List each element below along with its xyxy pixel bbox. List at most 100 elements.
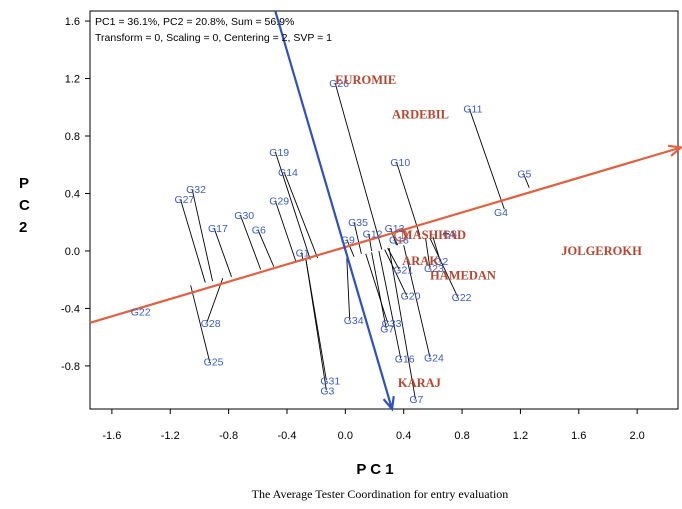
ate-abscissa-line-arrowhead — [667, 144, 682, 157]
info-line-1: PC1 = 36.1%, PC2 = 20.8%, Sum = 56.9% — [95, 16, 294, 28]
projection-line — [429, 237, 459, 298]
genotype-label: G18 — [389, 234, 409, 246]
genotype-label: G9 — [341, 234, 355, 246]
genotype-label: G35 — [348, 217, 368, 229]
genotype-label: G21 — [393, 265, 413, 277]
projection-line — [371, 252, 387, 329]
projection-line — [346, 258, 351, 320]
genotype-label: G2 — [434, 256, 448, 268]
projection-line — [206, 278, 224, 323]
x-tick-label: -1.2 — [161, 430, 180, 442]
projection-line — [365, 253, 389, 323]
genotype-label: G12 — [363, 229, 383, 241]
genotype-label: G22 — [452, 292, 472, 304]
genotype-label: G31 — [320, 375, 340, 387]
genotype-label: G19 — [269, 147, 289, 159]
environment-label: KARAJ — [398, 376, 441, 390]
genotype-label: G13 — [385, 223, 405, 235]
average-environment-marker — [394, 228, 408, 242]
genotype-label: G32 — [186, 184, 206, 196]
environment-label: EUROMIE — [335, 73, 396, 87]
genotype-label: G1 — [296, 247, 310, 259]
x-tick-label: 2.0 — [629, 430, 644, 442]
genotype-label: G34 — [344, 315, 364, 327]
y-tick-label: 1.2 — [65, 74, 80, 86]
x-tick-label: -0.8 — [219, 430, 238, 442]
plot-frame — [89, 10, 679, 410]
chart-caption: The Average Tester Coordination for entr… — [252, 487, 509, 501]
x-tick-label: -1.6 — [102, 430, 121, 442]
environment-label: JOLGEROKH — [561, 244, 642, 258]
genotype-label: G7 — [380, 324, 394, 336]
ate-abscissa-line — [89, 146, 682, 324]
y-axis-title-char-1: P — [19, 175, 29, 192]
genotype-label: G23 — [424, 263, 444, 275]
genotype-label: G16 — [395, 354, 415, 366]
genotype-label: G33 — [382, 318, 402, 330]
x-tick-label: 1.6 — [571, 430, 586, 442]
genotype-label: G22 — [131, 306, 151, 318]
projection-line — [468, 108, 505, 210]
ate-ordinate-line — [274, 10, 394, 410]
y-tick-label: -0.4 — [61, 303, 80, 315]
environment-label: MASHHAD — [401, 228, 466, 242]
genotype-label: G5 — [517, 168, 531, 180]
x-tick-label: 1.2 — [513, 430, 528, 442]
x-tick-label: 0.8 — [454, 430, 469, 442]
genotype-label: G20 — [401, 290, 421, 302]
projection-line — [403, 245, 431, 358]
y-axis-title-char-2: C — [19, 197, 30, 214]
projection-line — [395, 161, 421, 236]
projection-line — [213, 227, 232, 277]
tick-group: -1.6-1.2-0.8-0.40.00.40.81.21.62.02.1.61… — [61, 16, 645, 442]
projection-line — [190, 285, 211, 362]
y-tick-label: 1.6 — [65, 16, 80, 28]
x-tick-label: 0.4 — [396, 430, 411, 442]
genotype-label: G24 — [424, 352, 444, 364]
projection-line — [378, 250, 402, 359]
genotype-label: G10 — [390, 157, 410, 169]
projection-line — [390, 227, 397, 246]
genotype-label: G29 — [269, 196, 289, 208]
genotype-label: G11 — [463, 104, 482, 116]
genotype-label: G7 — [409, 394, 423, 406]
projection-line — [334, 82, 383, 250]
genotype-label: G28 — [201, 318, 221, 330]
projection-line — [191, 189, 214, 282]
projection-line — [346, 239, 355, 257]
genotype-label: G25 — [204, 357, 224, 369]
y-tick-label: -0.8 — [61, 361, 80, 373]
projection-line — [239, 214, 262, 270]
genotype-label: G17 — [208, 223, 228, 235]
ate-ordinate-line-arrowhead — [382, 395, 395, 412]
projection-line — [425, 237, 431, 269]
projection-line — [274, 200, 297, 262]
environment-label: ARDEBIL — [392, 107, 449, 121]
environment-label: HAMEDAN — [430, 268, 496, 282]
projection-line — [257, 229, 275, 267]
projection-line — [180, 199, 206, 283]
projection-line — [388, 247, 416, 400]
projection-line — [384, 249, 408, 296]
genotype-label: G6 — [252, 224, 266, 236]
projection-line — [353, 222, 362, 254]
x-tick-label: -0.4 — [277, 430, 296, 442]
genotype-label: G4 — [494, 207, 508, 219]
y-tick-label: 0.0 — [65, 246, 80, 258]
projection-line — [274, 151, 311, 260]
projection-line — [394, 239, 399, 246]
info-line-2: Transform = 0, Scaling = 0, Centering = … — [95, 32, 332, 44]
projection-line — [522, 173, 530, 188]
ate-lines — [89, 10, 682, 412]
x-axis-title: P C 1 — [356, 461, 393, 478]
genotype-label: G26 — [329, 78, 349, 90]
projection-line — [368, 233, 373, 252]
x-tick-label: 0.0 — [338, 430, 353, 442]
genotype-label: G3 — [320, 385, 334, 397]
projection-line — [305, 259, 327, 391]
projection-lines — [180, 82, 530, 400]
environment-label: ARAK — [402, 254, 439, 268]
y-tick-label: 0.4 — [65, 188, 80, 200]
